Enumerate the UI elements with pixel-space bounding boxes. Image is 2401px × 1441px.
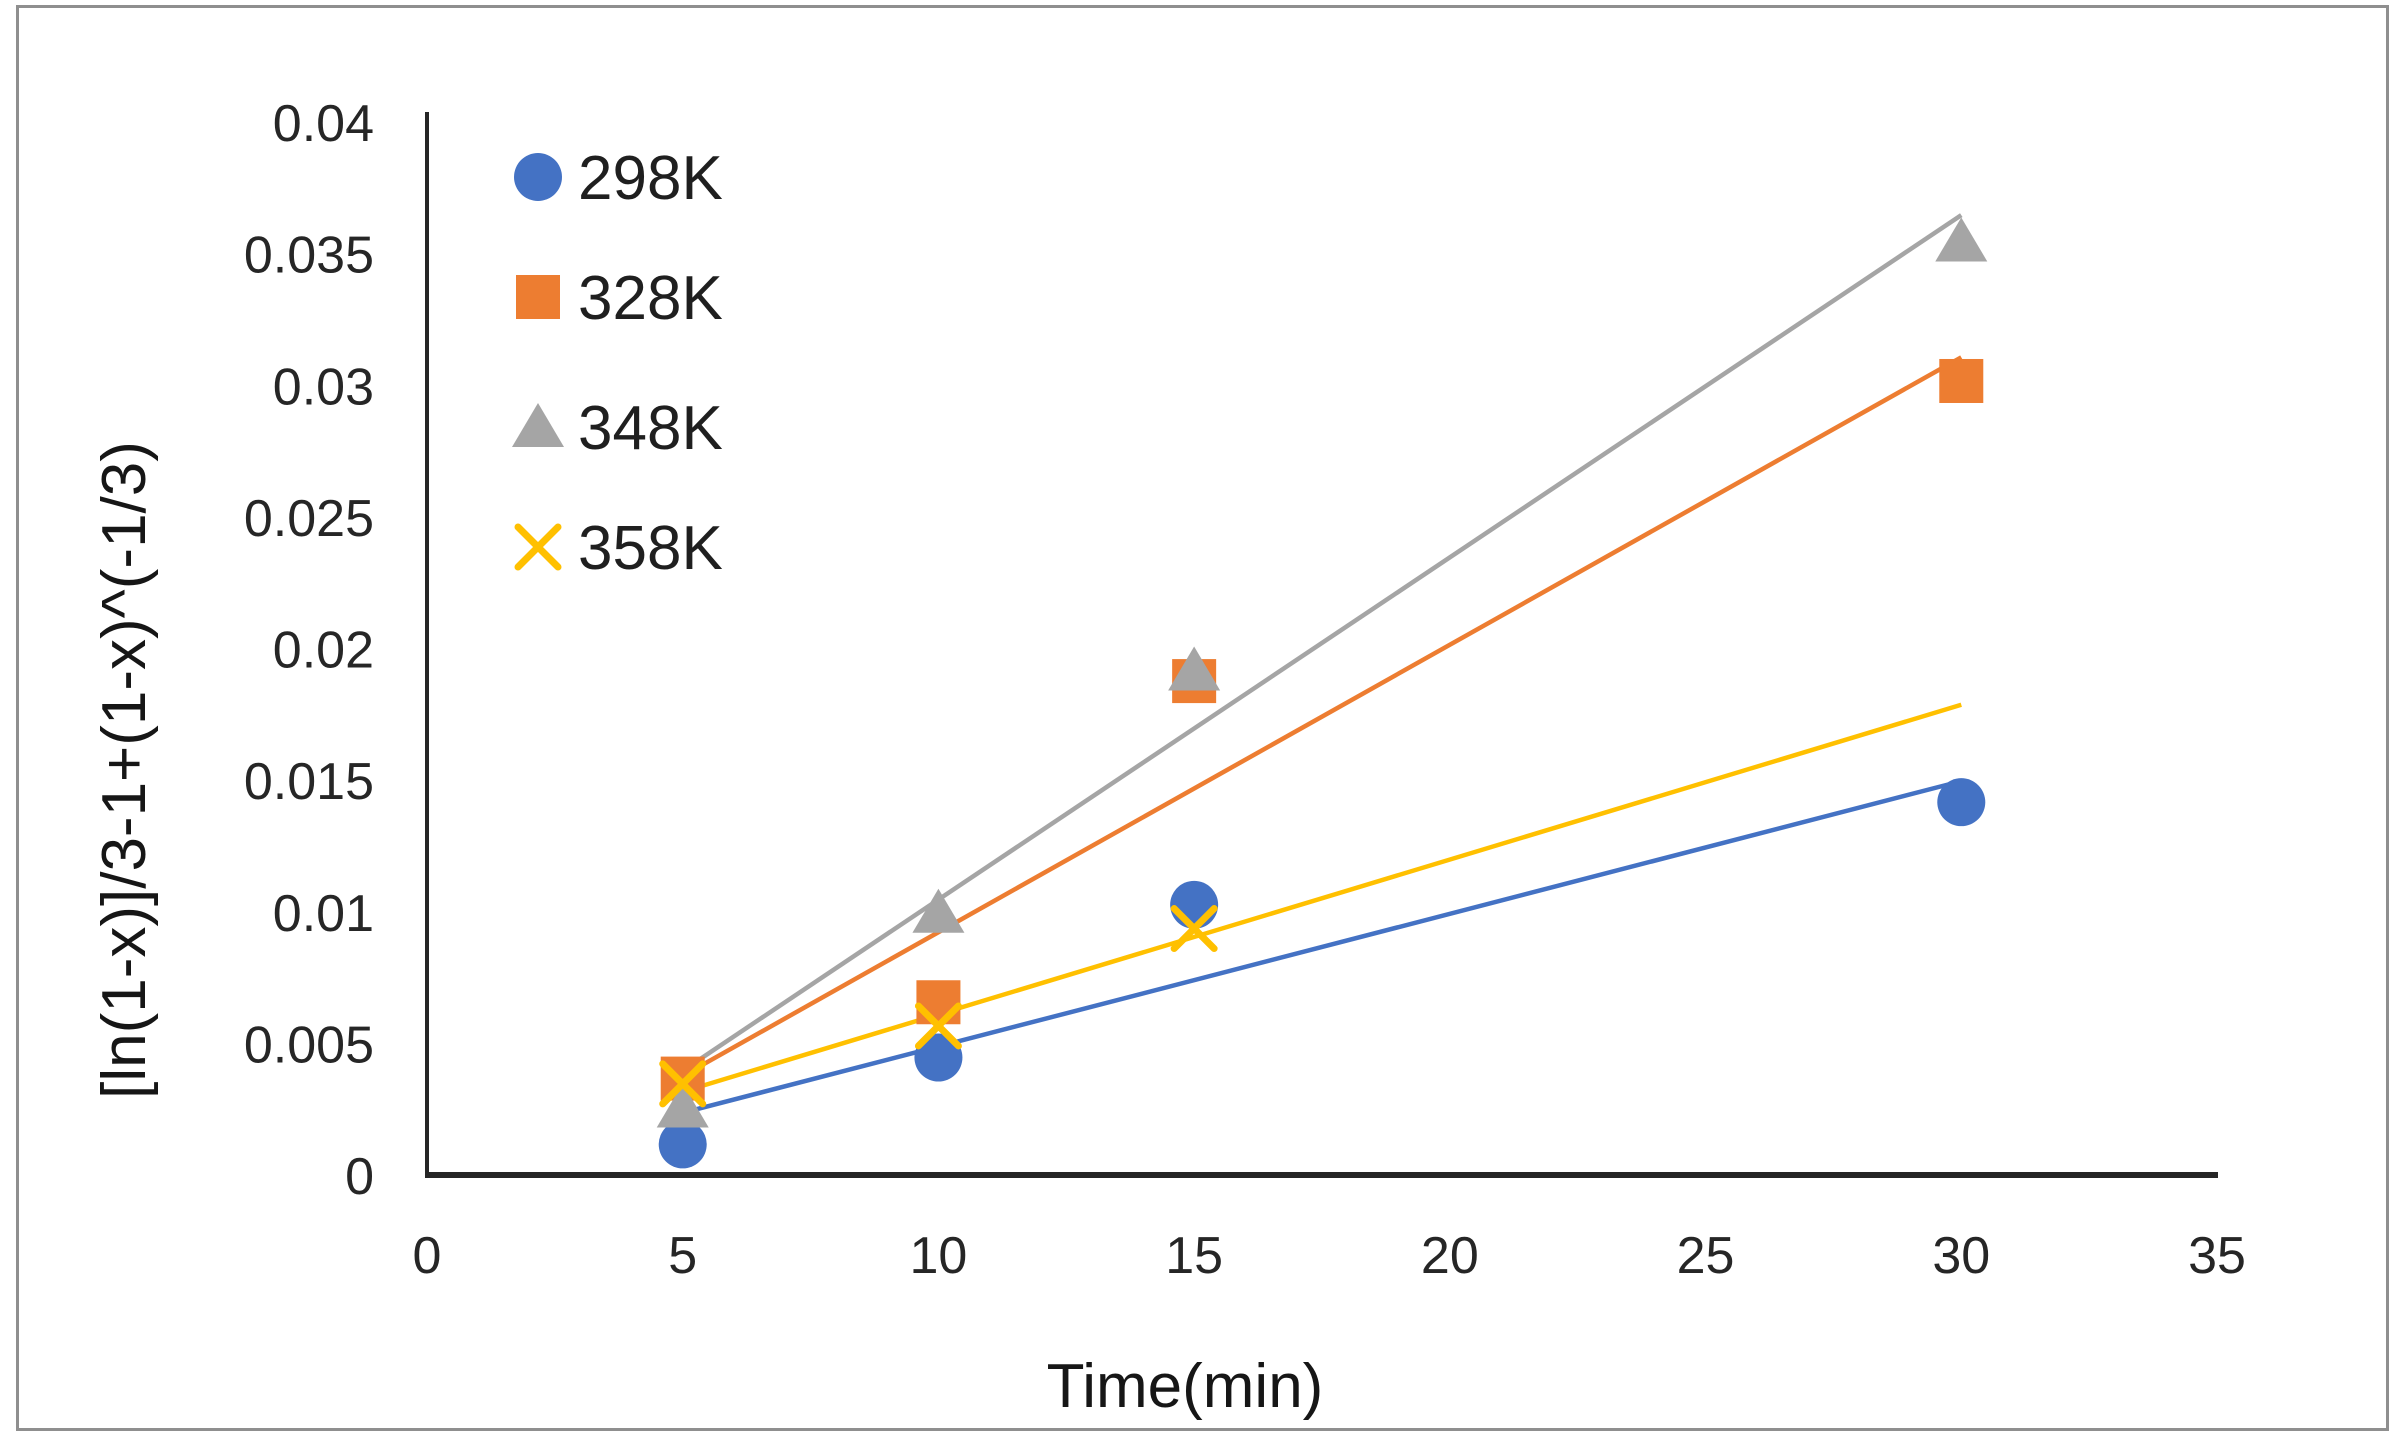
data-points <box>656 217 1988 1169</box>
trendline-328K <box>681 355 1963 1078</box>
y-tick-label: 0 <box>345 1148 374 1206</box>
x-axis-title: Time(min) <box>1047 1352 1324 1421</box>
point-298K <box>914 1033 963 1082</box>
point-298K <box>1170 880 1219 929</box>
y-tick-label: 0.025 <box>244 490 374 548</box>
point-358K <box>914 1002 962 1050</box>
legend-label-358K: 358K <box>578 514 723 583</box>
point-348K <box>912 888 965 933</box>
axes <box>425 112 2218 1178</box>
x-tick-label: 10 <box>910 1227 968 1285</box>
y-axis-tick-labels: 0 0.005 0.01 0.015 0.02 0.025 0.03 0.035 0.04 <box>244 95 374 1206</box>
y-tick-label: 0.01 <box>273 885 374 943</box>
point-348K <box>656 1083 709 1128</box>
legend-marker-298K <box>514 153 562 201</box>
x-tick-label: 35 <box>2188 1227 2246 1285</box>
y-tick-label: 0.04 <box>273 95 374 153</box>
legend: 298K 328K 348K 358K <box>512 144 723 583</box>
trendline-298K <box>682 778 1962 1115</box>
y-tick-label: 0.005 <box>244 1016 374 1074</box>
point-298K <box>658 1120 707 1169</box>
y-tick-label: 0.02 <box>273 622 374 680</box>
y-tick-label: 0.035 <box>244 227 374 285</box>
trendline-358K <box>682 702 1962 1094</box>
legend-markers <box>512 153 564 571</box>
point-358K <box>659 1060 707 1108</box>
y-axis-title: [ln(1-x)]/3-1+(1-x)^(-1/3) <box>90 441 159 1099</box>
legend-label-348K: 348K <box>578 394 723 463</box>
legend-marker-328K <box>516 275 560 319</box>
x-axis-tick-labels: 0 5 10 15 20 25 30 35 <box>413 1227 2246 1285</box>
point-358K <box>1170 905 1218 953</box>
legend-label-298K: 298K <box>578 144 723 213</box>
point-328K <box>916 980 961 1025</box>
y-tick-label: 0.03 <box>273 358 374 416</box>
legend-marker-358K <box>514 523 562 571</box>
legend-label-328K: 328K <box>578 264 723 333</box>
x-tick-label: 30 <box>1932 1227 1990 1285</box>
x-tick-label: 25 <box>1677 1227 1735 1285</box>
x-tick-label: 0 <box>413 1227 442 1285</box>
trendline-348K <box>681 213 1963 1073</box>
x-tick-label: 20 <box>1421 1227 1479 1285</box>
point-328K <box>1939 358 1984 403</box>
point-298K <box>1937 778 1986 827</box>
x-tick-label: 5 <box>668 1227 697 1285</box>
legend-marker-348K <box>512 403 564 447</box>
x-tick-label: 15 <box>1165 1227 1223 1285</box>
trendlines <box>681 213 1963 1115</box>
point-348K <box>1168 646 1221 691</box>
point-348K <box>1935 217 1988 262</box>
y-tick-label: 0.015 <box>244 753 374 811</box>
